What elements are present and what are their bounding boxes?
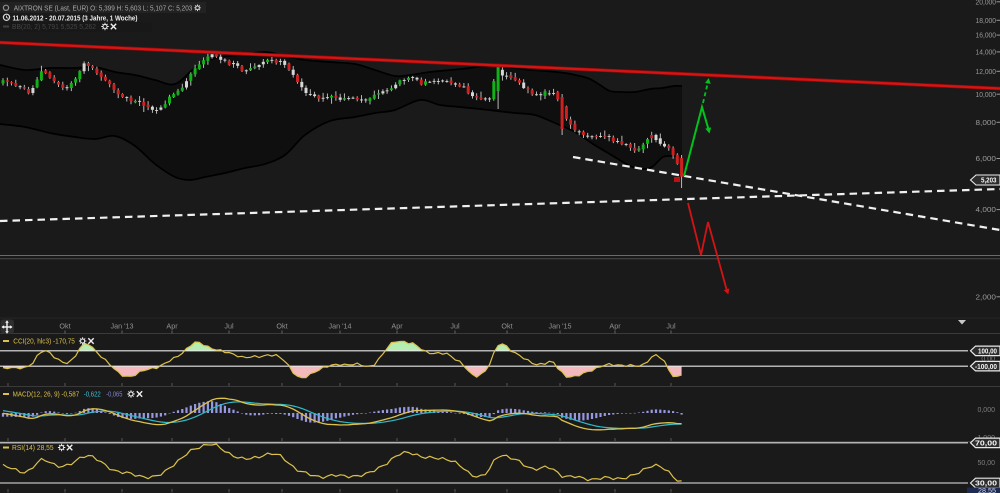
svg-text:-0,622: -0,622 — [84, 390, 101, 399]
svg-text:-0,065: -0,065 — [106, 390, 122, 399]
svg-text:Okt: Okt — [276, 321, 287, 330]
svg-text:18,000: 18,000 — [976, 16, 997, 25]
svg-text:Jul: Jul — [666, 321, 676, 330]
svg-text:Okt: Okt — [59, 321, 70, 330]
svg-text:4,000: 4,000 — [976, 205, 997, 214]
svg-text:Jan '15: Jan '15 — [549, 321, 572, 330]
svg-text:100,00: 100,00 — [978, 349, 997, 356]
svg-text:10,000: 10,000 — [976, 90, 997, 99]
svg-text:Jul: Jul — [450, 321, 460, 330]
svg-text:Apr: Apr — [609, 321, 621, 330]
svg-text:5,203: 5,203 — [981, 178, 997, 185]
svg-text:14,000: 14,000 — [976, 48, 997, 57]
svg-text:BB(20, 2) 5,791 5,525 5,262: BB(20, 2) 5,791 5,525 5,262 — [12, 22, 96, 31]
svg-text:16,000: 16,000 — [976, 31, 997, 40]
svg-text:AIXTRON SE (Last, EUR) O: 5,39: AIXTRON SE (Last, EUR) O: 5,399 H: 5,603… — [14, 4, 193, 13]
svg-text:50,00: 50,00 — [977, 460, 995, 467]
svg-text:CCI(20, hlc3) -170,75: CCI(20, hlc3) -170,75 — [13, 337, 75, 346]
svg-text:Jul: Jul — [224, 321, 234, 330]
svg-text:RSI(14) 28,55: RSI(14) 28,55 — [12, 443, 54, 452]
svg-text:Apr: Apr — [166, 321, 178, 330]
svg-text:8,000: 8,000 — [976, 118, 997, 127]
svg-text:11.06.2012 - 20.07.2015 (3 Jah: 11.06.2012 - 20.07.2015 (3 Jahre, 1 Woch… — [13, 13, 138, 22]
svg-text:2,000: 2,000 — [976, 292, 997, 301]
svg-text:0,00: 0,00 — [981, 356, 995, 363]
svg-text:20,000: 20,000 — [976, 0, 997, 6]
svg-text:Apr: Apr — [391, 321, 403, 330]
svg-text:Jan '13: Jan '13 — [111, 321, 134, 330]
svg-text:0,000: 0,000 — [977, 407, 995, 414]
svg-text:6,000: 6,000 — [976, 154, 997, 163]
svg-text:70,00: 70,00 — [975, 441, 997, 448]
svg-text:28,55: 28,55 — [978, 486, 996, 493]
svg-text:Jan '14: Jan '14 — [329, 321, 352, 330]
svg-text:MACD(12, 26, 9) -0,587: MACD(12, 26, 9) -0,587 — [13, 390, 80, 399]
svg-text:12,000: 12,000 — [976, 67, 997, 76]
svg-text:30,00: 30,00 — [975, 481, 997, 488]
svg-text:Okt: Okt — [501, 321, 512, 330]
svg-text:-100,00: -100,00 — [975, 364, 997, 371]
